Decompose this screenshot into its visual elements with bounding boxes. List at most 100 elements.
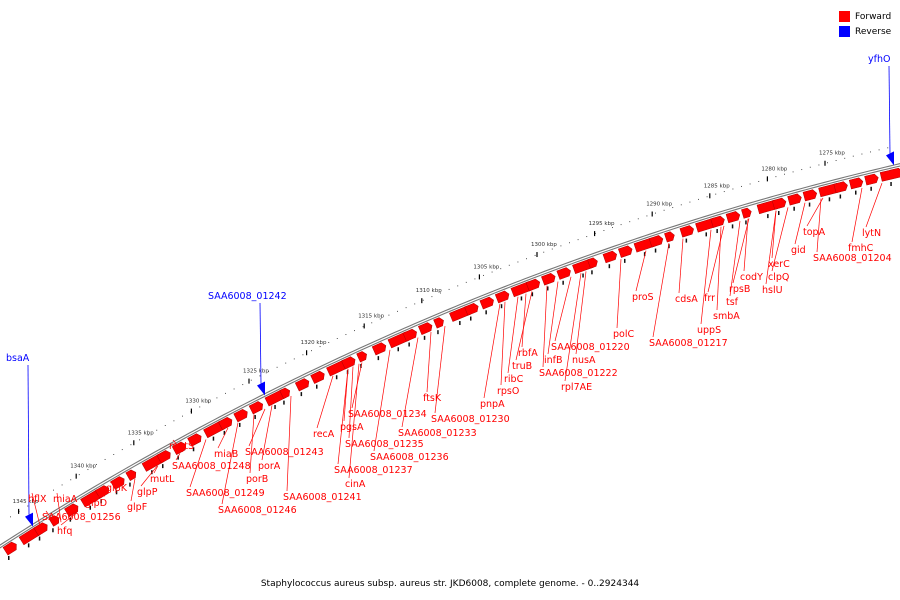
gene-marker bbox=[624, 258, 626, 263]
forward-gene-arrow bbox=[402, 328, 417, 342]
kbp-label: 1305 kbp bbox=[473, 264, 499, 270]
kbp-label: 1310 kbp bbox=[416, 288, 442, 294]
gene-marker bbox=[716, 229, 718, 234]
forward-gene-leader bbox=[806, 197, 824, 227]
kbp-label: 1280 kbp bbox=[761, 166, 787, 172]
forward-gene-leader bbox=[816, 198, 822, 253]
forward-gene-arrow bbox=[110, 476, 125, 490]
forward-gene-label: hflX bbox=[28, 494, 47, 505]
gene-marker bbox=[223, 430, 226, 435]
scale-dot bbox=[646, 215, 648, 217]
forward-gene-shape bbox=[494, 290, 510, 304]
forward-gene-leader bbox=[109, 481, 121, 488]
scale-dot bbox=[388, 314, 390, 316]
forward-gene-label: pgsA bbox=[340, 422, 364, 433]
forward-gene-label: tsf bbox=[726, 297, 739, 308]
kbp-label: 1330 kbp bbox=[185, 399, 211, 405]
forward-gene-arrow bbox=[248, 401, 264, 415]
forward-gene-leader bbox=[765, 210, 777, 285]
forward-gene-shape bbox=[541, 272, 556, 286]
gene-marker bbox=[731, 224, 734, 229]
forward-gene-shape bbox=[371, 342, 387, 356]
forward-gene-label: SAA6008_01230 bbox=[431, 414, 510, 425]
forward-gene-shape bbox=[787, 193, 802, 206]
forward-gene-leader bbox=[616, 259, 622, 329]
gene-marker bbox=[485, 310, 487, 315]
forward-gene-label: gid bbox=[791, 245, 806, 256]
genome-caption: Staphylococcus aureus subsp. aureus str.… bbox=[260, 579, 640, 589]
forward-gene-leader bbox=[707, 225, 725, 293]
forward-gene-label: pnpA bbox=[480, 399, 505, 410]
gene-marker bbox=[685, 238, 688, 243]
forward-gene-label: nusA bbox=[572, 355, 596, 366]
gene-marker bbox=[828, 197, 831, 202]
scale-dot bbox=[10, 516, 11, 518]
scale-dot bbox=[827, 162, 828, 164]
forward-gene-arrow bbox=[464, 302, 479, 316]
forward-gene-label: rbfA bbox=[518, 348, 538, 359]
gene-marker bbox=[254, 415, 256, 420]
scale-dot bbox=[534, 254, 536, 256]
forward-gene-arrow bbox=[371, 342, 387, 356]
forward-gene-label: SAA6008_01204 bbox=[813, 253, 892, 264]
forward-gene-label: SAA6008_01248 bbox=[172, 461, 251, 472]
forward-gene-arrow bbox=[771, 197, 787, 210]
forward-gene-leader bbox=[483, 303, 501, 399]
scale-dot bbox=[285, 362, 287, 364]
gene-marker bbox=[100, 499, 102, 504]
forward-gene-leader bbox=[56, 492, 62, 523]
gene-marker bbox=[129, 482, 131, 487]
scale-dot bbox=[491, 271, 493, 273]
gene-marker bbox=[654, 248, 657, 253]
scale-dot bbox=[113, 454, 115, 456]
forward-gene-shape bbox=[833, 181, 848, 194]
legend: Forward Reverse bbox=[839, 9, 899, 39]
forward-gene-arrow bbox=[125, 469, 137, 481]
forward-gene-arrow bbox=[833, 181, 848, 194]
forward-gene-leader bbox=[547, 281, 559, 355]
reverse-gene-leader bbox=[27, 364, 30, 515]
forward-gene-label: lytN bbox=[862, 228, 881, 239]
gene-marker bbox=[793, 206, 795, 211]
forward-gene-label: rpsO bbox=[497, 386, 519, 397]
gene-marker bbox=[283, 400, 285, 405]
gene-marker bbox=[808, 202, 811, 207]
forward-gene-shape bbox=[679, 225, 694, 238]
scale-dot bbox=[53, 489, 54, 491]
gene-marker bbox=[705, 232, 707, 237]
scale-dot bbox=[569, 242, 570, 244]
kbp-label: 1325 kbp bbox=[243, 369, 269, 375]
forward-gene-label: SAA6008_01241 bbox=[283, 492, 362, 503]
forward-gene-arrow bbox=[848, 177, 864, 190]
forward-gene-shape bbox=[64, 503, 79, 518]
forward-gene-label: codY bbox=[740, 272, 763, 283]
forward-gene-label: uppS bbox=[697, 325, 721, 336]
scale-dot bbox=[706, 196, 708, 198]
kbp-label: 1315 kbp bbox=[358, 313, 384, 319]
reverse-gene-arrow bbox=[257, 381, 265, 396]
forward-gene-label: proS bbox=[632, 292, 654, 303]
scale-dot bbox=[809, 166, 811, 168]
forward-gene-label: SAA6008_01243 bbox=[245, 447, 324, 458]
scale-dot bbox=[345, 334, 347, 336]
gene-marker bbox=[643, 252, 646, 257]
forward-gene-arrow bbox=[2, 541, 17, 556]
forward-swatch bbox=[839, 11, 850, 22]
gene-marker bbox=[767, 214, 769, 219]
scale-dot bbox=[405, 307, 407, 309]
scale-dot bbox=[362, 326, 364, 328]
gene-marker bbox=[437, 330, 439, 335]
forward-gene-shape bbox=[294, 378, 310, 392]
forward-gene-arrow bbox=[741, 207, 752, 219]
kbp-label: 1300 kbp bbox=[531, 242, 557, 248]
forward-gene-shape bbox=[187, 433, 202, 447]
forward-gene-leader bbox=[729, 221, 741, 297]
forward-gene-label: SAA6008_01236 bbox=[370, 452, 449, 463]
scale-dot bbox=[70, 479, 72, 481]
gene-marker bbox=[316, 384, 318, 389]
scale-dot bbox=[87, 469, 89, 471]
scale-dot bbox=[818, 164, 820, 166]
forward-gene-arrow bbox=[156, 450, 171, 464]
forward-gene-leader bbox=[794, 202, 806, 245]
gene-marker bbox=[38, 536, 41, 541]
